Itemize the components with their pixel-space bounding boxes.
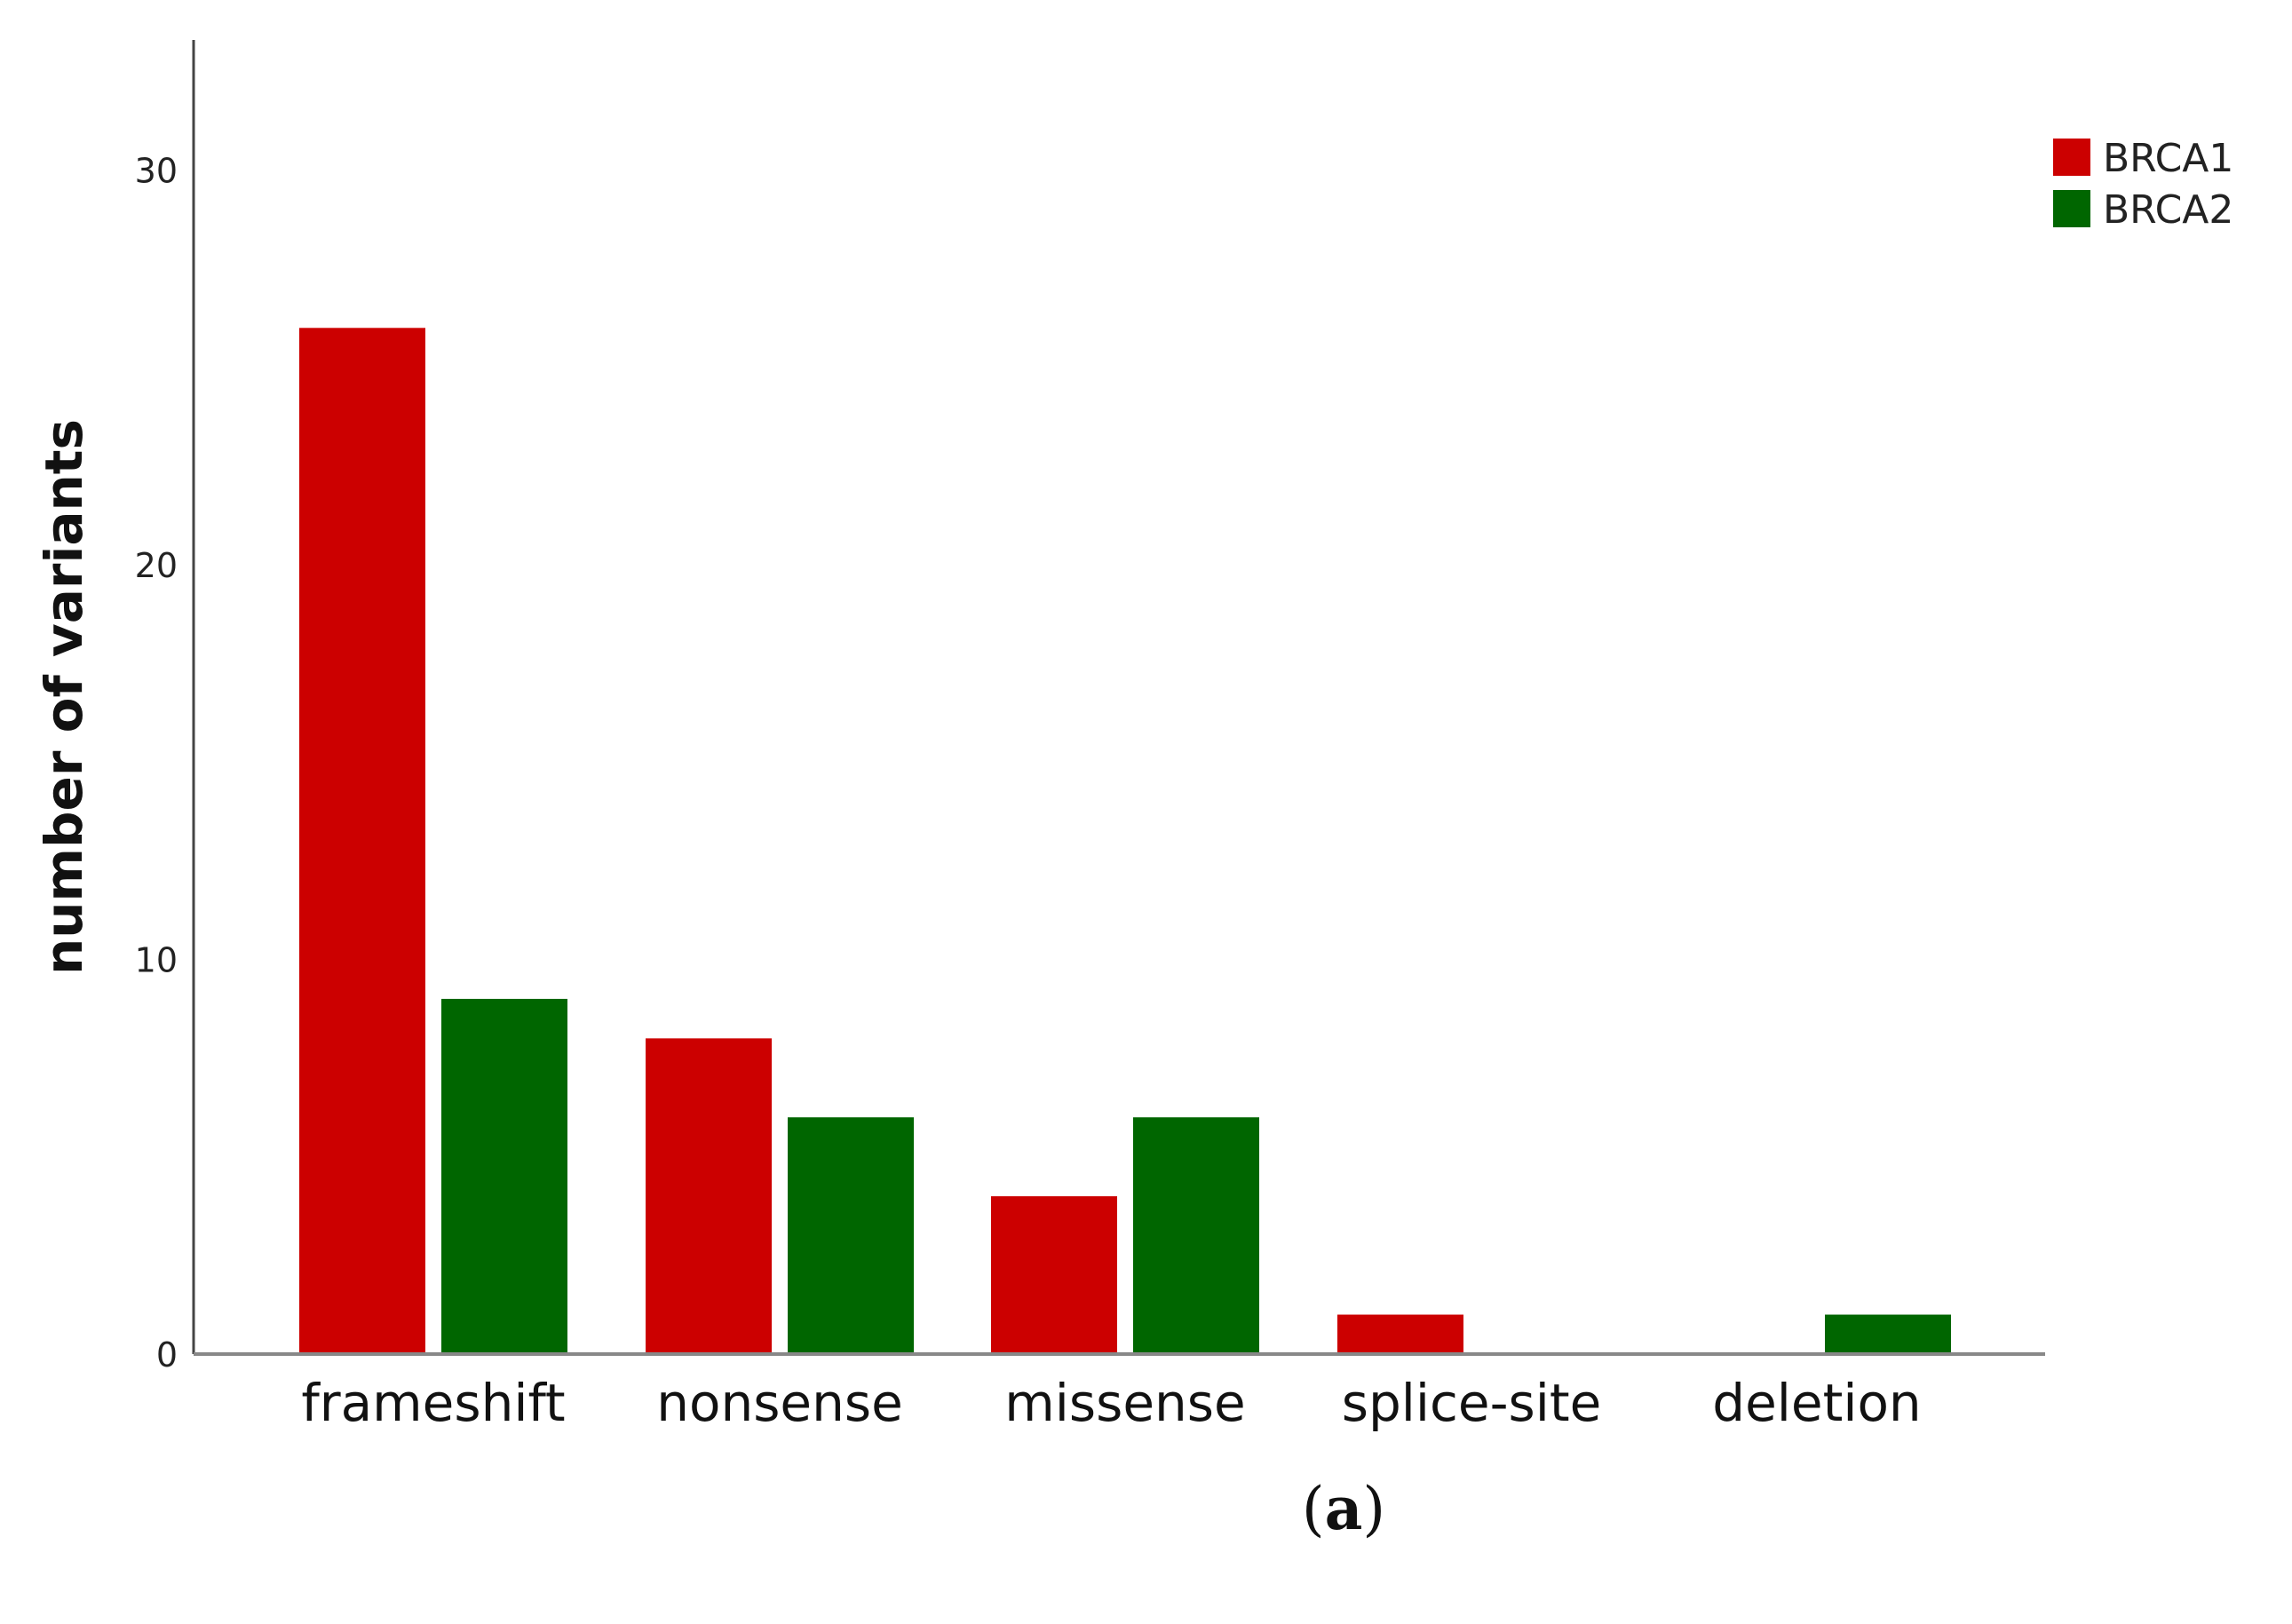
category-labels: frameshift nonsense missense splice-site del… bbox=[301, 1373, 1921, 1433]
panel-label: (a) bbox=[1302, 1474, 1385, 1543]
y-tick-label-0: 0 bbox=[156, 1335, 178, 1374]
bar-brca1-splice-site bbox=[1337, 1314, 1463, 1354]
legend-swatch-brca1 bbox=[2053, 139, 2090, 176]
y-tick-label-30: 30 bbox=[135, 152, 178, 191]
legend-label-brca1: BRCA1 bbox=[2103, 136, 2233, 181]
bar-brca2-missense bbox=[1133, 1117, 1259, 1354]
legend-swatch-brca2 bbox=[2053, 190, 2090, 227]
legend-label-brca2: BRCA2 bbox=[2103, 187, 2233, 233]
bar-brca1-missense bbox=[991, 1196, 1117, 1354]
category-label-missense: missense bbox=[1004, 1373, 1245, 1433]
bar-brca2-nonsense bbox=[788, 1117, 914, 1354]
y-axis-title: number of variants bbox=[34, 419, 94, 975]
bar-brca1-nonsense bbox=[646, 1038, 772, 1354]
bar-brca2-deletion bbox=[1825, 1314, 1951, 1354]
category-label-splice-site: splice-site bbox=[1342, 1373, 1602, 1433]
y-tick-label-20: 20 bbox=[135, 546, 178, 585]
y-tick-labels: 0 10 20 30 bbox=[135, 152, 178, 1375]
category-label-deletion: deletion bbox=[1712, 1373, 1921, 1433]
bars bbox=[299, 328, 1951, 1354]
legend: BRCA1 BRCA2 bbox=[2053, 136, 2233, 233]
category-label-frameshift: frameshift bbox=[301, 1373, 565, 1433]
bar-brca1-frameshift bbox=[299, 328, 425, 1354]
y-tick-label-10: 10 bbox=[135, 941, 178, 980]
bar-brca2-frameshift bbox=[441, 998, 567, 1354]
category-label-nonsense: nonsense bbox=[656, 1373, 903, 1433]
panel-label-letter: a bbox=[1325, 1474, 1363, 1543]
